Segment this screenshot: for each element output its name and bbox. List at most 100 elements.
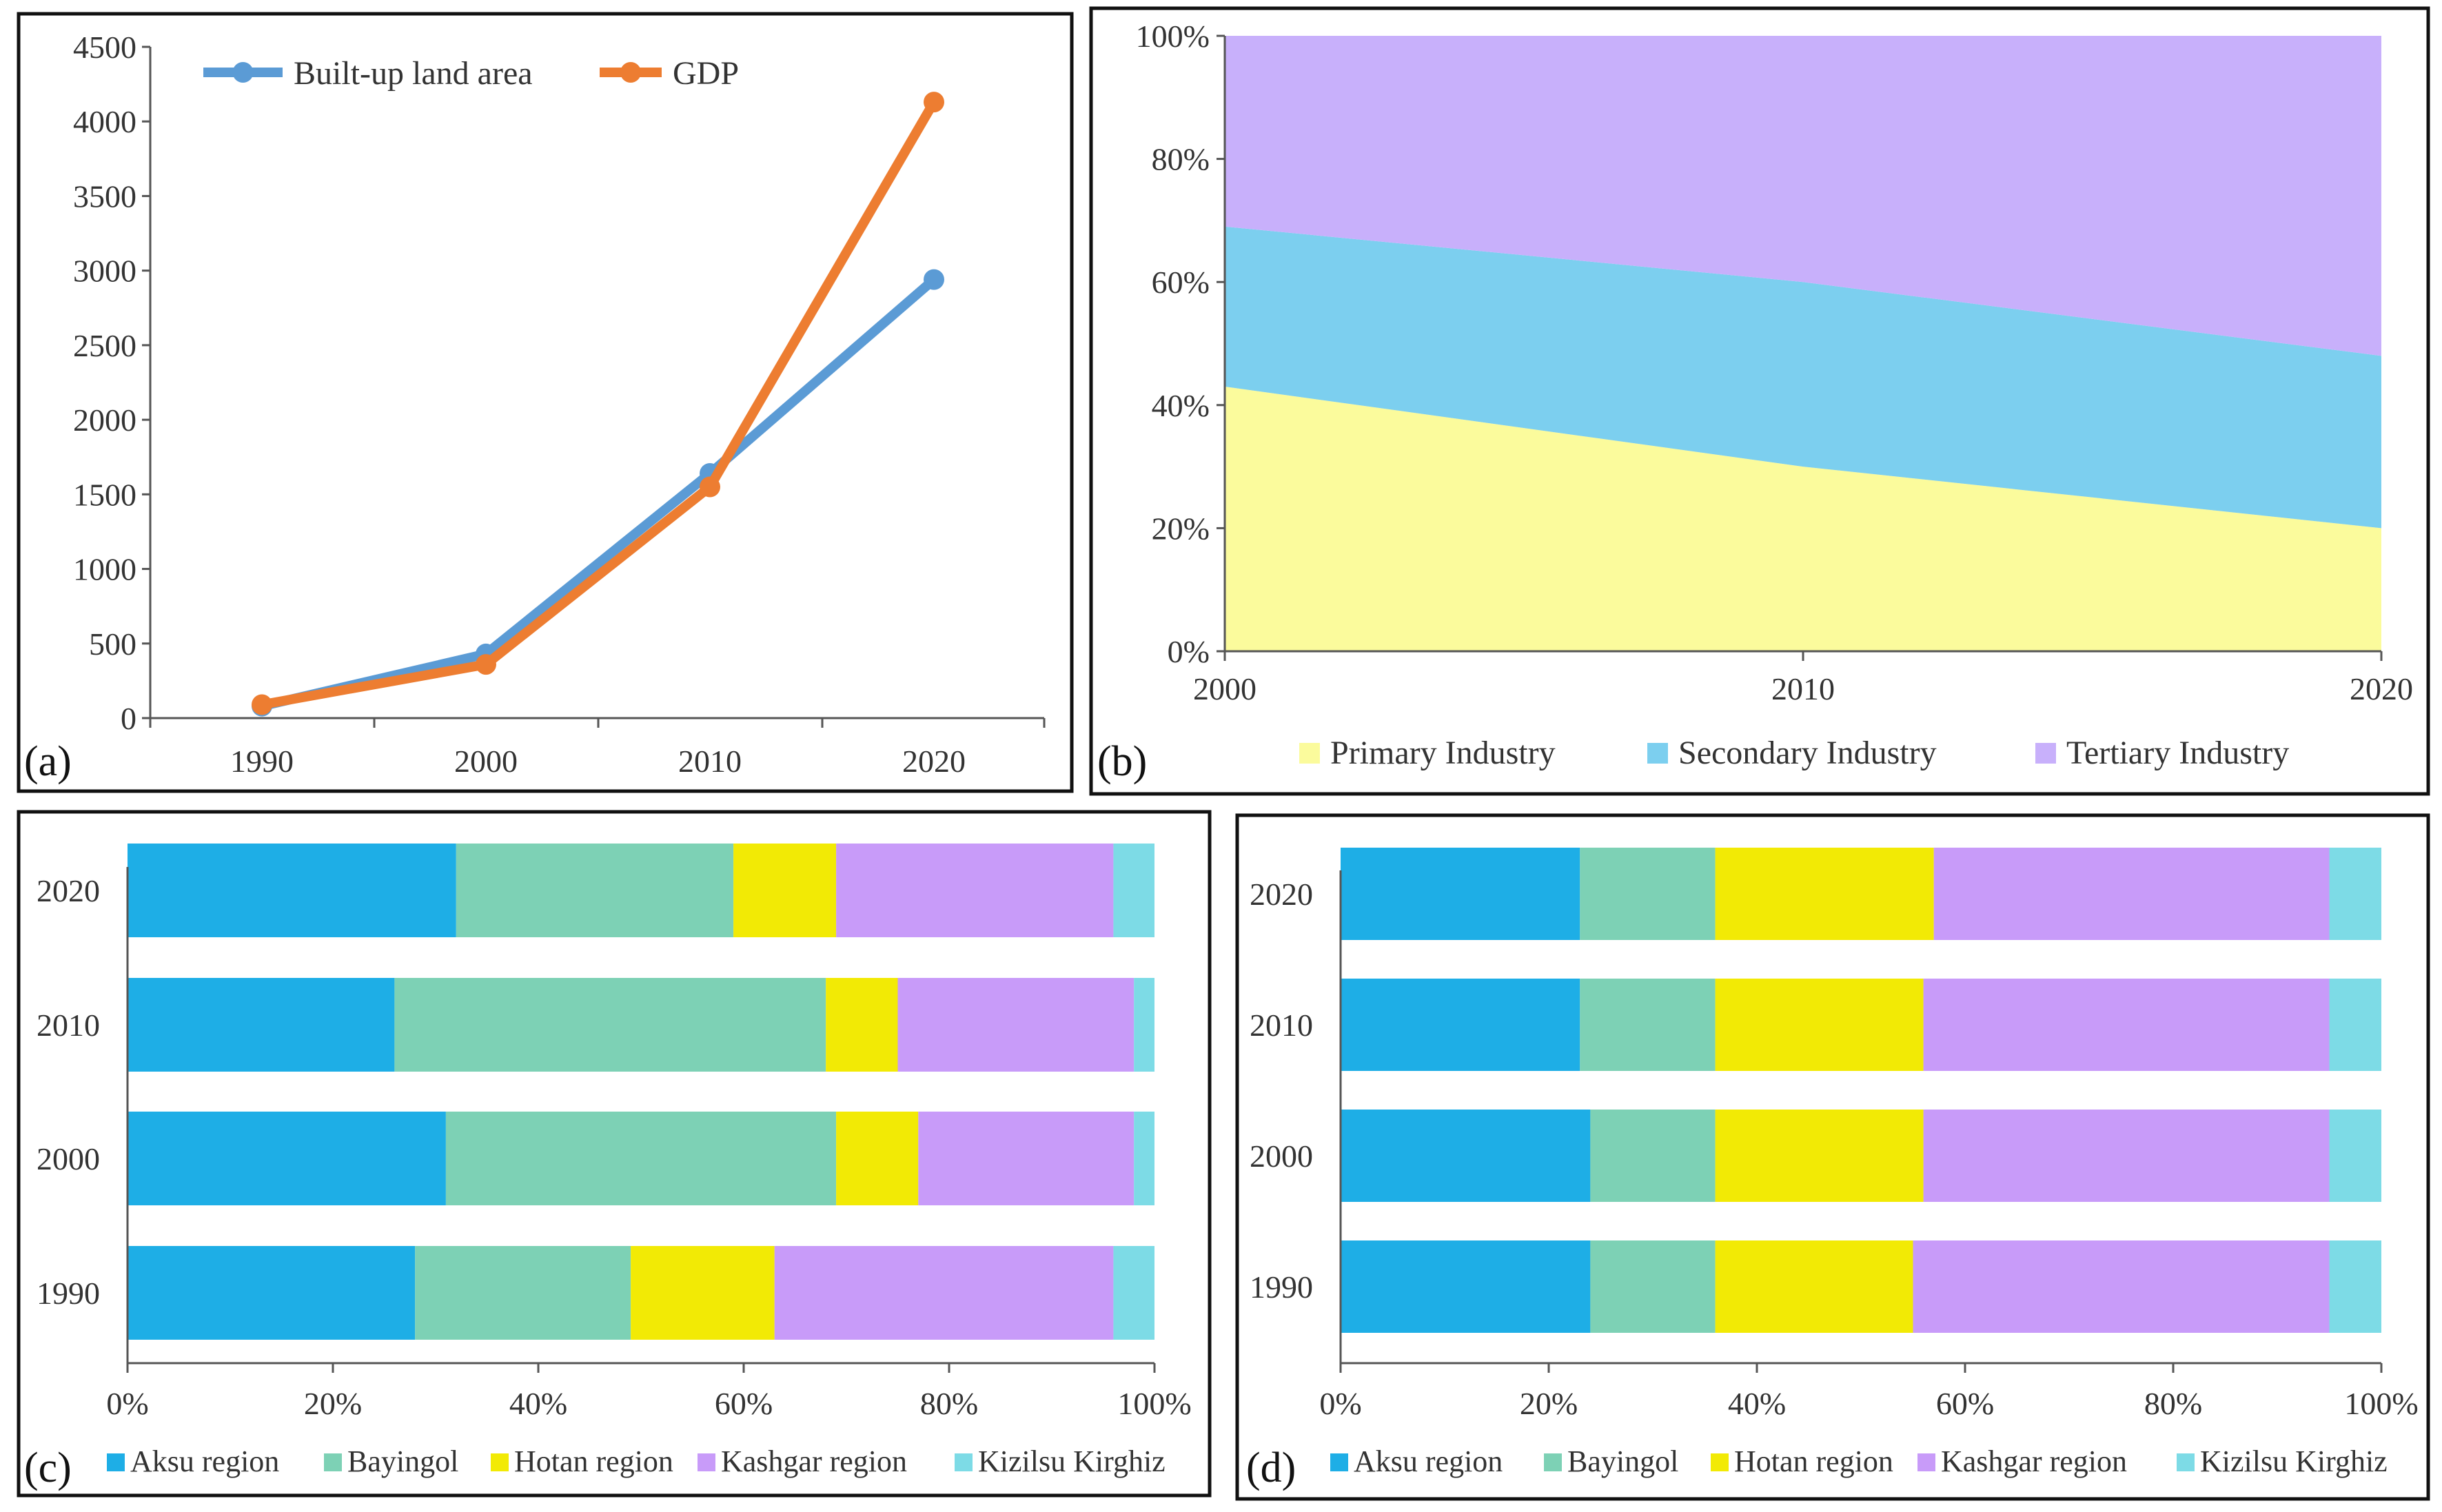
legend-swatch [1299,743,1320,764]
legend-label: Hotan region [514,1444,673,1478]
x-tick-label: 40% [1728,1386,1786,1421]
x-tick-label: 2000 [454,744,518,779]
legend-swatch [1544,1453,1562,1471]
bar-segment-hotan-region [631,1246,775,1340]
area-primary-industry [1225,387,2381,651]
y-tick-label: 100% [1136,19,1210,54]
legend-swatch [1711,1453,1729,1471]
x-tick-label: 2000 [1193,671,1256,706]
bar-segment-kizilsu-kirghiz [1113,844,1154,937]
bar-segment-hotan-region [1715,979,1924,1071]
legend-swatch [2177,1453,2195,1471]
bar-segment-hotan-region [1715,1110,1924,1202]
bar-segment-bayingol [456,844,734,937]
bar-segment-bayingol [1590,1110,1716,1202]
data-point [700,476,720,498]
x-tick-label: 60% [1936,1386,1994,1421]
y-tick-label: 2000 [1250,1138,1313,1174]
panel-label: (a) [24,738,72,785]
area-tertiary-industry [1225,36,2381,356]
bar-segment-kashgar-region [836,844,1114,937]
bar-segment-kashgar-region [918,1112,1134,1205]
x-tick-label: 100% [2344,1386,2418,1421]
x-tick-label: 2020 [902,744,966,779]
panel-label: (c) [24,1444,72,1491]
y-tick-label: 1990 [1250,1269,1313,1305]
x-tick-label: 100% [1117,1386,1191,1421]
bar-segment-kizilsu-kirghiz [2329,1240,2381,1333]
x-tick-label: 20% [304,1386,362,1421]
bar-segment-kizilsu-kirghiz [2329,1110,2381,1202]
bar-segment-aksu-region [1341,848,1580,940]
y-tick-label: 1500 [73,477,136,512]
y-tick-label: 2010 [37,1008,100,1043]
bar-segment-kizilsu-kirghiz [1134,1112,1154,1205]
legend-swatch [698,1453,715,1471]
legend-label: Hotan region [1734,1444,1893,1478]
bar-segment-aksu-region [1341,1110,1591,1202]
panel-label: (b) [1097,738,1147,785]
legend-swatch [1917,1453,1935,1471]
legend-marker [620,62,641,83]
series-line-gdp [261,99,939,710]
bar-segment-kashgar-region [1923,1110,2330,1202]
bar-segment-bayingol [1580,848,1716,940]
y-tick-label: 60% [1152,265,1210,300]
panel-label: (d) [1246,1444,1296,1491]
x-tick-label: 0% [1319,1386,1361,1421]
bar-segment-hotan-region [826,978,898,1072]
y-tick-label: 2500 [73,328,136,363]
bar-segment-bayingol [1580,979,1716,1071]
series-line-built-up [261,276,937,711]
legend-label: Secondary Industry [1678,735,1937,771]
legend-swatch [2035,743,2056,764]
panel-b: 0% 20% 40% 60% 80% 100% 2000 2010 2020 Primary In… [1089,6,2430,796]
bar-segment-aksu-region [128,1246,416,1340]
bar-segment-kashgar-region [1933,848,2330,940]
panel-frame [1235,813,2430,1501]
data-point [924,92,944,113]
bar-segment-aksu-region [128,1112,446,1205]
legend-swatch [491,1453,509,1471]
bar-segment-bayingol [445,1112,837,1205]
data-point [252,694,272,715]
bar-segment-kizilsu-kirghiz [1113,1246,1154,1340]
x-tick-label: 60% [715,1386,773,1421]
bar-segment-bayingol [415,1246,631,1340]
bar-segment-kashgar-region [1913,1240,2330,1333]
bar-segment-aksu-region [1341,1240,1591,1333]
bar-segment-hotan-region [733,844,837,937]
bar-segment-bayingol [394,978,826,1072]
y-tick-label: 2020 [37,873,100,908]
legend-swatch [955,1453,973,1471]
legend-label: Kashgar region [721,1444,907,1478]
legend-label: Kashgar region [1941,1444,2127,1478]
legend-label: Aksu region [1354,1444,1503,1478]
bar-segment-aksu-region [128,844,456,937]
y-tick-label: 0% [1168,634,1210,669]
y-tick-label: 80% [1152,142,1210,177]
x-tick-label: 2020 [2350,671,2413,706]
x-tick-label: 0% [106,1386,148,1421]
panel-a: 0 500 1000 1500 2000 2500 3000 3500 4000 4500 1990… [17,12,1074,793]
bar-segment-kashgar-region [897,978,1134,1072]
legend-label: Kizilsu Kirghiz [978,1444,1166,1478]
bar-segment-kashgar-region [1923,979,2330,1071]
bar-segment-kizilsu-kirghiz [1134,978,1154,1072]
bar-segment-hotan-region [1715,1240,1913,1333]
legend-label: Tertiary Industry [2066,735,2289,771]
y-tick-label: 2010 [1250,1008,1313,1043]
y-tick-label: 40% [1152,388,1210,423]
x-tick-label: 20% [1520,1386,1578,1421]
bar-segment-hotan-region [1715,848,1934,940]
legend-marker [232,62,254,83]
legend-label: Bayingol [347,1444,458,1478]
panel-b-frame [1089,6,2430,796]
bar-segment-kashgar-region [774,1246,1114,1340]
x-tick-label: 2010 [678,744,742,779]
x-tick-label: 40% [509,1386,567,1421]
legend-swatch [1330,1453,1348,1471]
x-tick-label: 80% [2144,1386,2202,1421]
legend-swatch [1647,743,1668,764]
